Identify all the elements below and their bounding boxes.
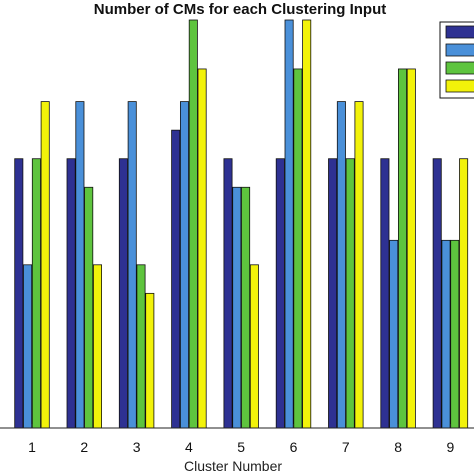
bar-cluster-6-series-1 (275, 158, 285, 429)
bar-cluster-2-series-2 (75, 101, 85, 429)
bar-cluster-8-series-1 (380, 158, 390, 429)
x-axis-label: Cluster Number (184, 458, 282, 474)
x-tick-label-7: 7 (342, 439, 350, 455)
bar-cluster-8-series-4 (406, 68, 416, 429)
bar-cluster-4-series-3 (188, 19, 198, 429)
bar-cluster-2-series-3 (84, 186, 94, 429)
bar-cluster-1-series-2 (23, 264, 33, 429)
bar-cluster-7-series-4 (354, 101, 364, 429)
bar-cluster-1-series-1 (14, 158, 24, 429)
legend-swatch-series-3 (445, 61, 474, 75)
legend-swatch-series-2 (445, 43, 474, 57)
bar-cluster-4-series-2 (179, 101, 189, 429)
bar-cluster-4-series-4 (197, 68, 207, 429)
bar-cluster-7-series-1 (328, 158, 338, 429)
legend-swatch-series-4 (445, 79, 474, 93)
bar-cluster-4-series-1 (171, 129, 181, 429)
bar-cluster-3-series-3 (136, 264, 146, 429)
bar-cluster-3-series-1 (118, 158, 128, 429)
bar-cluster-9-series-3 (450, 239, 460, 429)
bar-cluster-5-series-1 (223, 158, 233, 429)
x-tick-label-8: 8 (394, 439, 402, 455)
legend (439, 21, 474, 99)
chart-title: Number of CMs for each Clustering Input (94, 1, 387, 18)
bar-cluster-8-series-2 (389, 239, 399, 429)
bar-cluster-9-series-1 (432, 158, 442, 429)
x-tick-label-1: 1 (28, 439, 36, 455)
x-tick-label-3: 3 (133, 439, 141, 455)
ticks-layer: 1 2 3 4 5 6 7 8 9 (28, 439, 454, 455)
bar-cluster-9-series-4 (459, 158, 469, 429)
bar-cluster-2-series-1 (66, 158, 76, 429)
legend-swatch-series-1 (445, 25, 474, 39)
bar-cluster-9-series-2 (441, 239, 451, 429)
bar-cluster-5-series-3 (241, 186, 251, 429)
x-tick-label-9: 9 (447, 439, 455, 455)
bars-layer (14, 19, 469, 429)
axis-layer (0, 424, 474, 429)
bar-cluster-3-series-2 (127, 101, 137, 429)
bar-cluster-6-series-4 (302, 19, 312, 429)
bar-cluster-1-series-3 (31, 158, 41, 429)
x-tick-label-4: 4 (185, 439, 193, 455)
x-tick-label-5: 5 (237, 439, 245, 455)
x-tick-label-2: 2 (80, 439, 88, 455)
bar-cluster-7-series-2 (336, 101, 346, 429)
bar-cluster-5-series-4 (249, 264, 259, 429)
bar-cluster-5-series-2 (232, 186, 242, 429)
bar-cluster-2-series-4 (93, 264, 103, 429)
bar-cluster-8-series-3 (397, 68, 407, 429)
bar-cluster-3-series-4 (145, 292, 155, 429)
bar-cluster-1-series-4 (40, 101, 50, 429)
bar-cluster-7-series-3 (345, 158, 355, 429)
bar-cluster-6-series-2 (284, 19, 294, 429)
x-tick-label-6: 6 (290, 439, 298, 455)
bar-cluster-6-series-3 (293, 68, 303, 429)
